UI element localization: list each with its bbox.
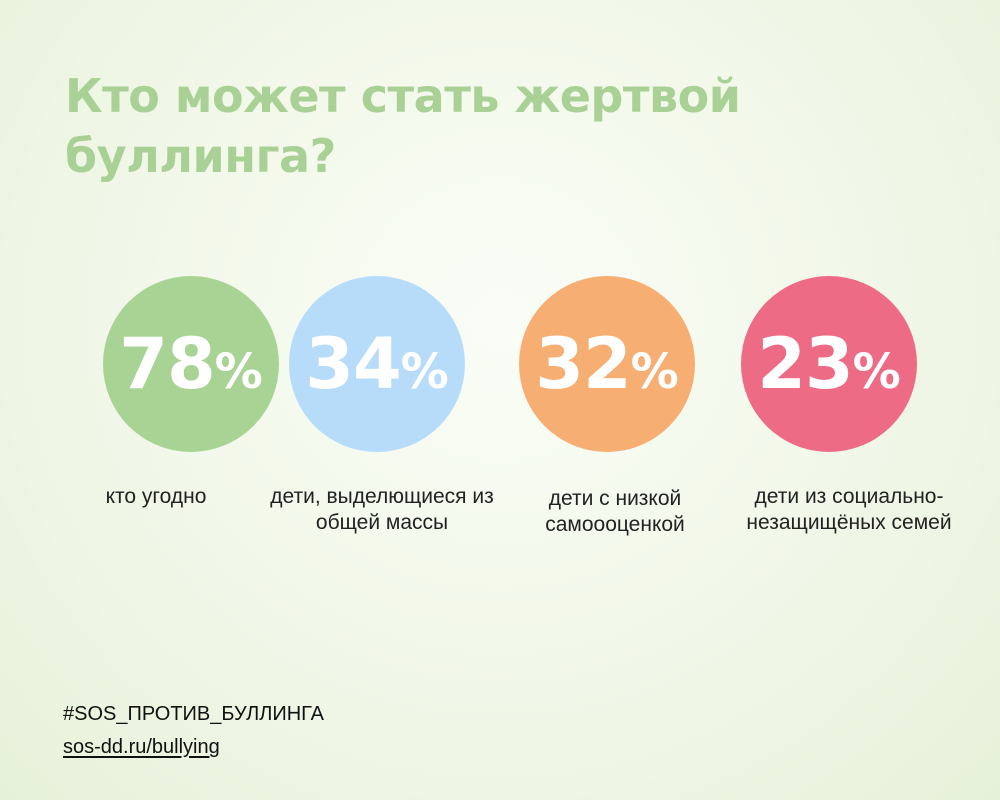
- stat-circle: 34%: [289, 276, 465, 452]
- stat-circle: 78%: [103, 276, 279, 452]
- stat-number: 32: [535, 323, 631, 405]
- stat-label: дети, выделющиеся из общей массы: [270, 485, 494, 534]
- stat-circle: 23%: [741, 276, 917, 452]
- percent-sign: %: [630, 344, 679, 400]
- percent-sign: %: [852, 344, 901, 400]
- stat-label: дети с низкой самоооценкой: [545, 487, 685, 536]
- stat-circle: 32%: [519, 276, 695, 452]
- page-title: Кто может стать жертвой буллинга?: [65, 69, 741, 183]
- hashtag: #SOS_ПРОТИВ_БУЛЛИНГА: [63, 703, 324, 725]
- website-link[interactable]: sos-dd.ru/bullying: [63, 736, 220, 758]
- stat-value: 78%: [119, 329, 263, 399]
- percent-sign: %: [214, 344, 263, 400]
- stat-number: 78: [119, 323, 215, 405]
- stat-label: кто угодно: [105, 485, 207, 508]
- percent-sign: %: [400, 344, 449, 400]
- stat-value: 32%: [535, 329, 679, 399]
- stat-number: 34: [305, 323, 401, 405]
- stat-number: 23: [757, 323, 853, 405]
- stat-value: 23%: [757, 329, 901, 399]
- stat-value: 34%: [305, 329, 449, 399]
- stat-label: дети из социально-незащищёных семей: [746, 485, 952, 534]
